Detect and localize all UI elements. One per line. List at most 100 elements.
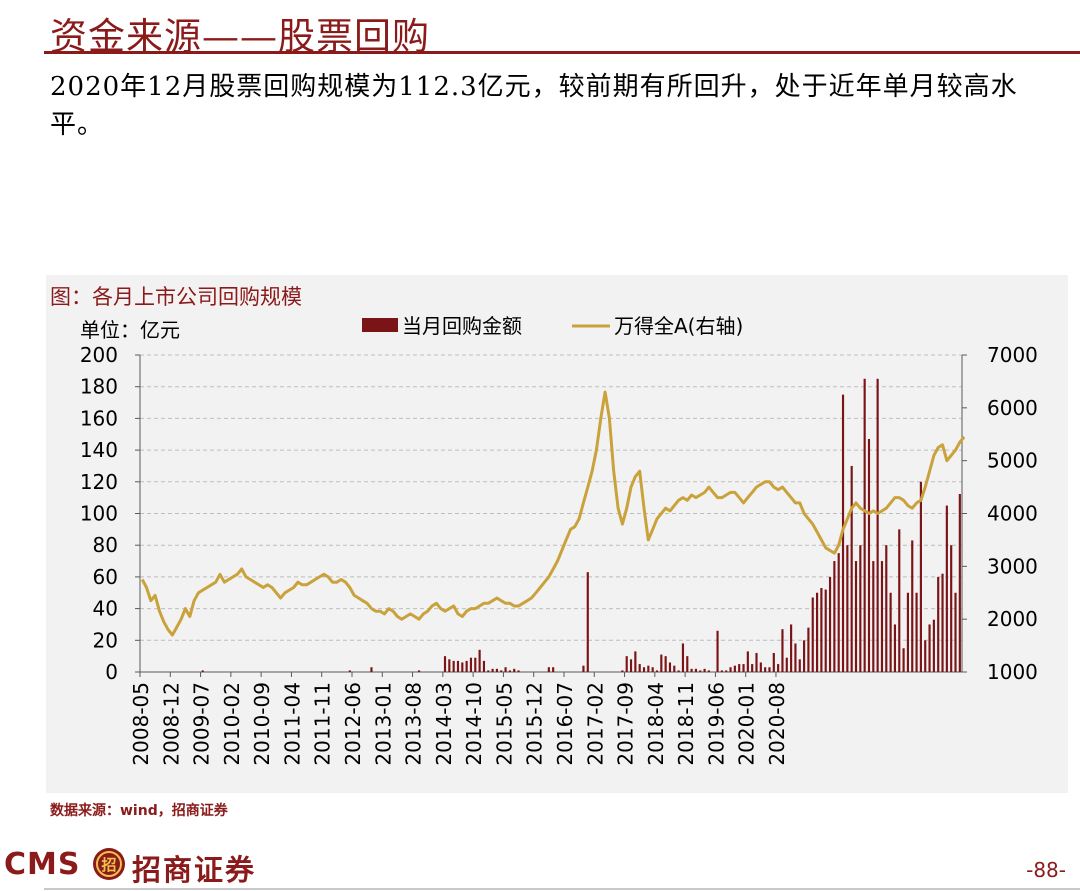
bar bbox=[461, 662, 464, 672]
x-axis-tick-label: 2017-02 bbox=[583, 682, 607, 766]
right-axis-tick-label: 4000 bbox=[987, 502, 1038, 526]
bar bbox=[876, 378, 879, 672]
bar bbox=[846, 545, 849, 672]
left-axis-tick-label: 60 bbox=[93, 565, 118, 589]
bar bbox=[898, 529, 901, 672]
bar bbox=[452, 660, 455, 672]
left-axis-tick-label: 140 bbox=[80, 438, 118, 462]
bar bbox=[919, 481, 922, 672]
bar bbox=[681, 643, 685, 672]
bar bbox=[867, 439, 871, 672]
bar bbox=[699, 670, 702, 672]
bar bbox=[854, 561, 858, 672]
left-axis-tick-label: 40 bbox=[93, 597, 118, 621]
bar bbox=[911, 540, 914, 672]
bar bbox=[828, 576, 832, 672]
bar bbox=[508, 670, 511, 672]
bar bbox=[513, 668, 516, 672]
bar bbox=[781, 629, 784, 672]
bar bbox=[634, 651, 637, 672]
bar bbox=[547, 667, 550, 672]
bar bbox=[794, 643, 797, 672]
left-axis-tick-label: 200 bbox=[80, 343, 118, 367]
bar bbox=[906, 592, 910, 672]
bar bbox=[703, 668, 706, 672]
bar bbox=[785, 657, 788, 672]
bar bbox=[820, 587, 823, 672]
legend-bar-label: 当月回购金额 bbox=[402, 314, 522, 338]
left-axis-tick-label: 120 bbox=[80, 470, 118, 494]
bar bbox=[495, 668, 499, 672]
bar bbox=[932, 619, 935, 672]
bar bbox=[729, 667, 732, 672]
bar bbox=[625, 656, 628, 672]
x-axis-tick-label: 2013-08 bbox=[402, 682, 426, 766]
bar bbox=[945, 505, 948, 672]
bar bbox=[621, 670, 624, 672]
bar bbox=[370, 667, 373, 672]
right-axis-tick-label: 2000 bbox=[987, 607, 1038, 631]
left-axis-tick-label: 20 bbox=[93, 628, 118, 652]
bar bbox=[859, 545, 862, 672]
bar bbox=[850, 465, 853, 672]
bar bbox=[443, 656, 447, 672]
bar bbox=[694, 668, 698, 672]
bar bbox=[790, 624, 793, 672]
bar bbox=[638, 664, 641, 672]
x-axis-tick-label: 2020-01 bbox=[735, 682, 759, 766]
legend-bar-swatch bbox=[362, 318, 398, 332]
bar bbox=[803, 640, 806, 672]
bar bbox=[673, 665, 676, 672]
page-number: -88- bbox=[1026, 858, 1066, 882]
bar bbox=[837, 553, 840, 672]
index-line bbox=[140, 390, 966, 637]
bar bbox=[915, 592, 918, 672]
bar bbox=[478, 649, 481, 672]
logo-emblem-glyph: 招 bbox=[101, 856, 116, 874]
bar bbox=[768, 667, 771, 672]
logo-company-name: 招商证券 bbox=[132, 853, 257, 887]
summary-text: 2020年12月股票回购规模为112.3亿元，较前期有所回升，处于近年单月较高水… bbox=[50, 72, 1018, 140]
bar bbox=[811, 597, 814, 672]
x-axis-tick-label: 2017-09 bbox=[614, 682, 638, 766]
bar bbox=[725, 670, 728, 672]
bar bbox=[880, 561, 884, 672]
left-axis-tick-label: 100 bbox=[80, 502, 118, 526]
bar bbox=[824, 589, 827, 672]
bar bbox=[746, 651, 749, 672]
left-axis-tick-label: 0 bbox=[105, 660, 118, 684]
logo-cms-text: CMS bbox=[4, 847, 81, 882]
x-axis-tick-label: 2009-07 bbox=[190, 682, 214, 766]
bar bbox=[660, 654, 663, 672]
bar bbox=[716, 630, 719, 672]
data-source: 数据来源：wind，招商证券 bbox=[50, 803, 228, 819]
bar bbox=[833, 561, 836, 672]
bar bbox=[798, 659, 801, 672]
bar bbox=[482, 660, 486, 672]
page-title: 资金来源——股票回购 bbox=[50, 15, 430, 58]
bar bbox=[941, 573, 944, 672]
bar bbox=[863, 378, 866, 672]
x-axis-tick-label: 2014-10 bbox=[462, 682, 486, 766]
x-axis-tick-label: 2011-04 bbox=[280, 682, 304, 766]
bar bbox=[448, 659, 451, 672]
x-axis-tick-label: 2008-05 bbox=[129, 682, 153, 766]
bar bbox=[491, 668, 494, 672]
bar bbox=[465, 660, 468, 672]
bar bbox=[755, 652, 758, 672]
bar bbox=[872, 561, 875, 672]
bar bbox=[456, 660, 460, 672]
footer-divider bbox=[44, 888, 1080, 890]
bar bbox=[417, 670, 421, 672]
bar bbox=[707, 670, 710, 672]
right-axis-tick-label: 1000 bbox=[987, 660, 1038, 684]
x-axis-tick-label: 2013-01 bbox=[371, 682, 395, 766]
bar bbox=[642, 667, 646, 672]
bar bbox=[928, 624, 931, 672]
bar bbox=[889, 592, 892, 672]
bar bbox=[651, 667, 654, 672]
bar bbox=[690, 668, 693, 672]
bar bbox=[686, 656, 689, 672]
bar bbox=[885, 545, 888, 672]
